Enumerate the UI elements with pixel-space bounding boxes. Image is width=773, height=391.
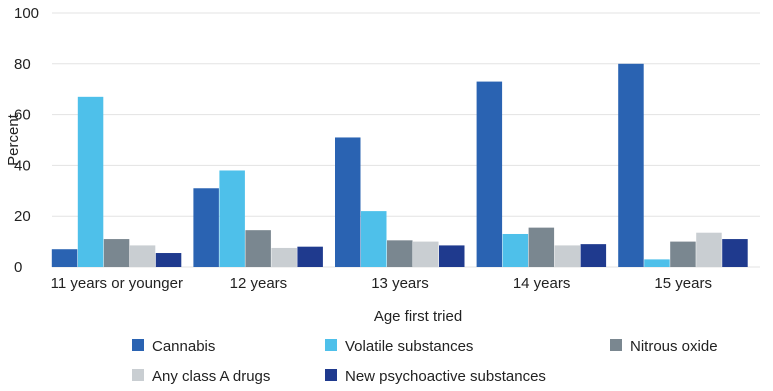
bar-new-psychoactive-substances-3: [581, 244, 607, 267]
bar-cannabis-0: [52, 249, 78, 267]
bar-nitrous-oxide-4: [670, 242, 696, 267]
y-tick-label: 20: [14, 208, 31, 225]
x-tick-label: 12 years: [230, 275, 288, 292]
y-tick-label: 0: [14, 259, 22, 276]
bar-nitrous-oxide-3: [529, 228, 555, 267]
bar-cannabis-3: [477, 82, 503, 267]
bar-new-psychoactive-substances-4: [722, 239, 748, 267]
bar-volatile-substances-3: [503, 234, 528, 267]
bar-any-class-a-drugs-2: [413, 242, 439, 267]
legend: Cannabis Volatile substances Nitrous oxide…: [132, 338, 718, 385]
legend-swatch: [132, 369, 144, 381]
legend-label: Volatile substances: [345, 338, 473, 355]
bar-volatile-substances-2: [361, 211, 387, 267]
bar-nitrous-oxide-1: [245, 230, 271, 267]
x-tick-label: 14 years: [513, 275, 571, 292]
x-tick-label: 15 years: [654, 275, 712, 292]
legend-label: Any class A drugs: [152, 368, 270, 385]
legend-label: Nitrous oxide: [630, 338, 718, 355]
bar-any-class-a-drugs-1: [271, 248, 297, 267]
x-axis-ticks: 11 years or younger 12 years 13 years 14 ye…: [51, 275, 712, 292]
bar-volatile-substances-4: [644, 259, 670, 267]
legend-label: New psychoactive substances: [345, 368, 546, 385]
bar-cannabis-4: [618, 64, 644, 267]
y-tick-label: 100: [14, 5, 39, 22]
x-axis-title: Age first tried: [374, 308, 462, 325]
bar-cannabis-2: [335, 137, 361, 267]
bar-cannabis-1: [193, 188, 219, 267]
legend-swatch: [132, 339, 144, 351]
legend-label: Cannabis: [152, 338, 215, 355]
gridlines: [52, 13, 760, 267]
x-tick-label: 13 years: [371, 275, 429, 292]
bar-new-psychoactive-substances-0: [156, 253, 182, 267]
bar-new-psychoactive-substances-2: [439, 245, 465, 267]
bar-volatile-substances-1: [219, 170, 245, 267]
bar-volatile-substances-0: [78, 97, 104, 267]
legend-swatch: [325, 339, 337, 351]
bar-nitrous-oxide-2: [387, 240, 413, 267]
y-tick-label: 80: [14, 56, 31, 73]
bar-new-psychoactive-substances-1: [297, 247, 323, 267]
bar-any-class-a-drugs-0: [130, 245, 156, 267]
x-tick-label: 11 years or younger: [51, 275, 183, 292]
y-axis-title: Percent: [5, 113, 22, 166]
bar-any-class-a-drugs-4: [696, 233, 722, 267]
legend-swatch: [610, 339, 622, 351]
legend-swatch: [325, 369, 337, 381]
bar-any-class-a-drugs-3: [555, 245, 581, 267]
bar-nitrous-oxide-0: [104, 239, 130, 267]
